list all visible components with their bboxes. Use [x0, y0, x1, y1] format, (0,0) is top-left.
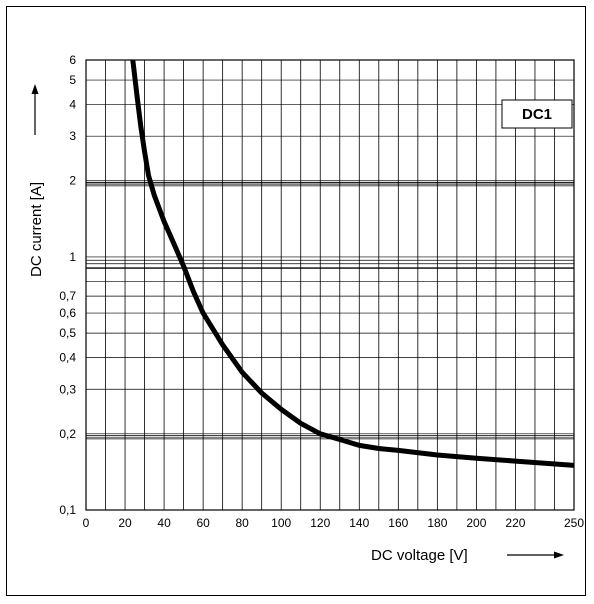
x-tick-label: 200: [466, 516, 486, 530]
y-tick-label: 2: [69, 174, 76, 188]
x-tick-label: 250: [564, 516, 584, 530]
x-tick-label: 140: [349, 516, 369, 530]
x-tick-label: 180: [427, 516, 447, 530]
y-tick-label: 5: [69, 73, 76, 87]
y-tick-label: 0,4: [59, 351, 76, 365]
y-tick-labels: 0,1 0,2 0,3 0,4 0,5 0,6 0,7 1 2 3 4 5 6: [59, 53, 76, 517]
x-tick-label: 100: [271, 516, 291, 530]
x-tick-label: 160: [388, 516, 408, 530]
y-tick-label: 3: [69, 129, 76, 143]
y-tick-label: 0,2: [59, 427, 76, 441]
x-tick-label: 0: [83, 516, 90, 530]
vertical-grid: [105, 60, 555, 510]
x-tick-label: 220: [505, 516, 525, 530]
y-tick-label: 0,6: [59, 306, 76, 320]
y-tick-label: 4: [69, 98, 76, 112]
y-tick-label: 0,5: [59, 326, 76, 340]
chart-frame: [6, 6, 586, 596]
x-tick-label: 20: [118, 516, 132, 530]
x-tick-label: 80: [235, 516, 249, 530]
x-axis-arrow-icon: [507, 551, 564, 559]
y-tick-label: 1: [69, 250, 76, 264]
x-tick-label: 40: [157, 516, 171, 530]
plot-area-border: [85, 59, 575, 511]
x-axis-label: DC voltage [V]: [371, 547, 468, 564]
y-tick-label: 6: [69, 53, 76, 67]
y-tick-label: 0,1: [59, 503, 76, 517]
annotation-box: [501, 99, 573, 129]
y-axis-label: DC current [A]: [28, 182, 45, 277]
x-tick-label: 60: [196, 516, 210, 530]
x-tick-labels: 0 20 40 60 80 100 120 140 160 180 200 220 250: [83, 516, 585, 530]
annotation-label: DC1: [522, 106, 552, 123]
horizontal-grid: [86, 79, 574, 440]
y-axis-arrow-icon: [31, 84, 39, 135]
x-tick-label: 120: [310, 516, 330, 530]
y-tick-label: 0,3: [59, 382, 76, 396]
load-limit-curve: [130, 59, 575, 468]
y-tick-label: 0,7: [59, 289, 76, 303]
